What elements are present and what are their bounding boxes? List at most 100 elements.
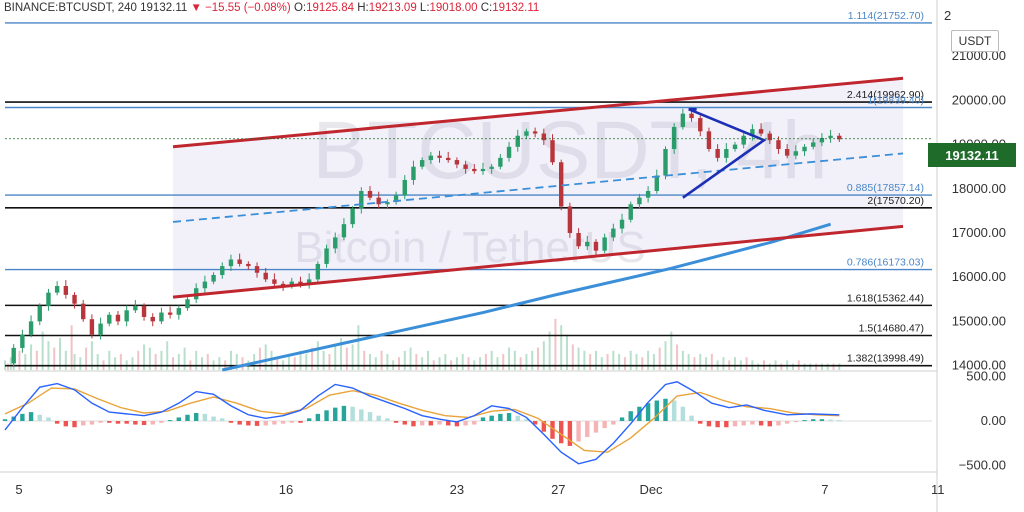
candle-body <box>741 135 746 145</box>
macd-histogram-bar <box>715 421 720 428</box>
macd-histogram-bar <box>402 421 407 425</box>
candle-body <box>541 133 547 141</box>
candle-body <box>446 157 451 161</box>
candle-body <box>654 175 659 191</box>
volume-bar <box>328 354 331 370</box>
macd-histogram-bar <box>89 421 95 425</box>
volume-bar <box>780 363 783 370</box>
candle-body <box>515 135 520 147</box>
macd-histogram-bar <box>419 421 425 426</box>
channel-mid-dashed <box>172 152 904 223</box>
candle-body <box>628 204 633 220</box>
volume-bar <box>508 347 511 370</box>
macd-histogram-bar <box>237 421 242 425</box>
candle-body <box>680 113 686 127</box>
candle-body <box>593 241 599 251</box>
volume-bar <box>53 347 56 370</box>
candle-body <box>428 155 434 161</box>
volume-bar <box>757 363 760 370</box>
volume-bar <box>548 331 551 370</box>
fib-label: 1.114(21752.70) <box>848 10 924 22</box>
drawings[interactable] <box>5 76 932 299</box>
volume-bar <box>386 354 389 370</box>
currency-unit-button[interactable]: USDT <box>951 30 999 52</box>
candle-body <box>141 305 147 317</box>
candle-body <box>715 149 720 158</box>
last-price: 19132.11 <box>140 2 188 14</box>
time-tick-label: Dec <box>639 482 663 497</box>
candle-body <box>107 314 112 324</box>
volume-bar <box>35 350 38 370</box>
volume-bar <box>357 325 360 370</box>
macd-histogram-bar <box>628 411 633 421</box>
macd-histogram-bar <box>72 421 77 428</box>
macd-histogram-bar <box>654 400 659 421</box>
volume-bar <box>195 350 198 370</box>
volume-bar <box>172 357 175 370</box>
time-tick-label: 11 <box>931 482 945 497</box>
candle-body <box>724 149 729 158</box>
macd-histogram-bar <box>576 421 581 442</box>
volume-bar <box>647 350 650 370</box>
candle-body <box>133 305 138 311</box>
candle-body <box>11 347 16 364</box>
volume-bar <box>565 334 568 370</box>
macd-histogram-bar <box>750 421 755 425</box>
candle-body <box>167 312 173 315</box>
volume-bar <box>154 354 157 370</box>
volume-bar <box>235 354 238 370</box>
close-value: 19132.11 <box>492 2 540 14</box>
candle-body <box>698 118 703 132</box>
volume-bar <box>768 363 771 370</box>
volume-bar <box>293 357 296 370</box>
macd-histogram-bar <box>645 403 651 421</box>
volume-bar <box>316 341 319 370</box>
candle-body <box>350 208 355 225</box>
price-tick-label: 15000.00 <box>952 313 1006 328</box>
volume-bar <box>612 350 615 370</box>
volume-bar <box>119 354 122 370</box>
macd-signal-line <box>4 387 840 453</box>
candle-body <box>619 219 625 229</box>
time-tick-label: 5 <box>15 482 22 497</box>
candle-body <box>750 129 755 136</box>
macd-histogram-bar <box>515 415 520 421</box>
macd-histogram-bar <box>489 415 494 421</box>
volume-bar <box>415 354 418 370</box>
volume-bar <box>745 357 748 370</box>
price-tick-label: 20000.00 <box>952 92 1006 107</box>
volume-bar <box>287 354 290 370</box>
volume-bar <box>426 350 429 370</box>
candle-body <box>81 303 86 320</box>
time-axis[interactable]: 5 9 16 23 27 Dec 7 11 <box>15 482 944 497</box>
candles <box>11 107 842 368</box>
volume-bar <box>160 350 163 370</box>
volume-bar <box>583 350 586 370</box>
macd-histogram-bar <box>811 419 816 421</box>
candle-body <box>645 191 651 198</box>
macd-histogram-bar <box>376 415 381 421</box>
volume-bar <box>18 350 21 370</box>
macd-histogram-bar <box>480 417 486 421</box>
fib-label: 2.414(19962.90) <box>847 89 924 101</box>
close-label: C: <box>480 2 493 14</box>
down-arrow-icon: ▼ <box>190 2 202 14</box>
volume-bar <box>24 354 27 370</box>
volume-bar <box>137 350 140 370</box>
candle-body <box>54 286 60 293</box>
macd-histogram-bar <box>524 419 529 421</box>
volume-bar <box>218 357 221 370</box>
macd-histogram-bar <box>63 421 69 427</box>
macd-histogram-bar <box>724 421 729 428</box>
volume-bar <box>710 354 713 370</box>
macd-histogram-bar <box>802 420 807 422</box>
volume-bar <box>571 344 574 370</box>
volume-bar <box>96 354 99 370</box>
macd-histogram-bar <box>741 421 746 426</box>
fib-label: 0.885(17857.14) <box>847 182 924 194</box>
time-tick-label: 23 <box>450 482 464 497</box>
macd-histogram-bar <box>350 406 355 421</box>
macd-histogram-bar <box>706 421 712 427</box>
